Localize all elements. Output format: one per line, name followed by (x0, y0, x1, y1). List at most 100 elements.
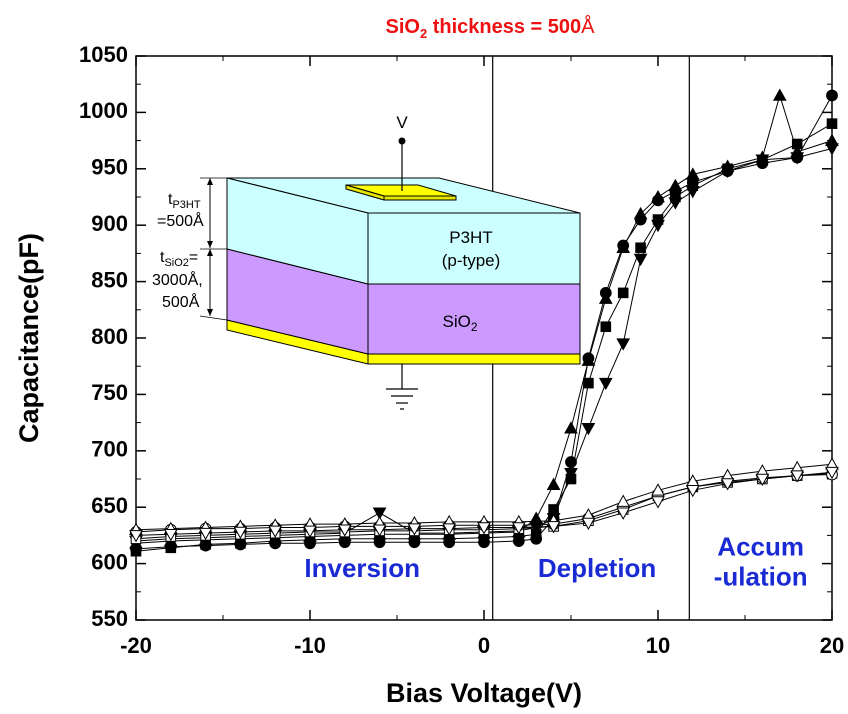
data-point (772, 88, 787, 101)
data-point (720, 478, 735, 491)
data-point (598, 377, 613, 391)
y-tick-label: 950 (91, 155, 128, 180)
data-point (616, 494, 631, 507)
data-point (685, 186, 700, 199)
data-point (581, 517, 596, 531)
probe-terminal-icon (398, 137, 406, 145)
data-point (616, 338, 631, 351)
x-axis-label: Bias Voltage(V) (386, 678, 582, 708)
data-point (163, 528, 178, 542)
ground-icon (386, 388, 418, 410)
data-point (633, 253, 648, 267)
data-point (616, 507, 631, 520)
data-point (651, 483, 665, 496)
region-label: Depletion (538, 553, 656, 583)
data-point (564, 421, 578, 434)
data-point (583, 377, 594, 389)
device-schematic: V tP3HT =500Å tSiO2= 3000Å, 500Å P3HT (p (152, 113, 581, 410)
data-point (530, 532, 543, 545)
y-tick-label: 850 (91, 267, 128, 292)
data-point (598, 291, 613, 304)
region-label: -ulation (714, 562, 808, 592)
data-point (825, 466, 839, 480)
data-point (372, 507, 387, 520)
p3ht-type-label: (p-type) (442, 251, 501, 270)
chart-title: SiO2 thickness = 500Å (385, 15, 595, 41)
data-point (790, 152, 805, 165)
title-rest: thickness = 500 (427, 16, 581, 38)
data-point (720, 165, 735, 179)
data-point (635, 242, 646, 254)
x-tick-label: 20 (820, 633, 844, 658)
data-point (755, 473, 770, 487)
data-point (581, 353, 596, 366)
data-point (511, 522, 526, 535)
data-point (198, 527, 213, 541)
y-tick-label: 800 (91, 324, 128, 349)
data-point (129, 530, 143, 543)
voltage-label: V (396, 113, 408, 132)
data-point (616, 240, 631, 254)
title-sub: 2 (420, 26, 427, 41)
title-unit: Å (581, 15, 595, 38)
data-point (442, 523, 457, 536)
y-tick-label: 1050 (79, 42, 128, 67)
data-point (581, 422, 596, 436)
y-axis-ticks: 550 600 650 700 750 800 850 900 950 1000 1050 (79, 42, 832, 631)
y-tick-label: 600 (91, 549, 128, 574)
y-axis-label: Capacitance(pF) (14, 233, 44, 443)
data-point (477, 522, 491, 535)
data-point (651, 189, 665, 203)
data-point (668, 178, 683, 192)
data-point (546, 521, 561, 534)
data-point (337, 524, 352, 537)
sio2-label: SiO2 (442, 312, 477, 334)
title-main: SiO (385, 16, 419, 38)
data-point (564, 468, 578, 481)
x-axis-ticks: -20 -10 0 10 20 (120, 56, 844, 658)
data-point (546, 477, 561, 490)
data-point (755, 154, 770, 167)
region-label: Inversion (304, 553, 420, 583)
y-tick-label: 750 (91, 380, 128, 405)
data-point (565, 456, 577, 468)
data-point (685, 484, 700, 498)
data-point (372, 524, 387, 537)
y-tick-label: 650 (91, 493, 128, 518)
series-line (135, 148, 833, 542)
data-point (825, 143, 839, 156)
data-point (790, 470, 805, 483)
t-sio2-value1: 3000Å, (152, 270, 203, 289)
data-point (651, 219, 665, 233)
data-point (826, 89, 838, 102)
region-labels: Inversion Depletion Accum-ulation (304, 532, 807, 592)
data-point (651, 496, 665, 509)
series-group (129, 88, 839, 557)
data-point (826, 118, 838, 129)
x-tick-label: 10 (646, 633, 670, 658)
data-point (617, 287, 629, 299)
t-sio2-value2: 500Å (162, 292, 200, 311)
data-point (407, 523, 422, 536)
y-tick-label: 1000 (79, 98, 128, 123)
region-label: Accum (717, 532, 804, 562)
t-p3ht-label: tP3HT (168, 191, 201, 211)
data-point (600, 321, 612, 333)
data-point (685, 167, 700, 180)
p3ht-label: P3HT (449, 228, 492, 247)
y-tick-label: 550 (91, 606, 128, 631)
data-point (303, 525, 317, 538)
t-p3ht-value: =500Å (157, 211, 204, 230)
y-tick-label: 700 (91, 437, 128, 462)
data-point (233, 526, 248, 540)
x-tick-label: 0 (478, 633, 490, 658)
series-7 (129, 466, 839, 543)
x-tick-label: -10 (294, 633, 326, 658)
data-point (668, 197, 683, 210)
x-tick-label: -20 (120, 633, 152, 658)
data-point (268, 525, 283, 538)
data-point (633, 206, 648, 220)
y-tick-label: 900 (91, 211, 128, 236)
t-sio2-label: tSiO2= (160, 249, 198, 269)
